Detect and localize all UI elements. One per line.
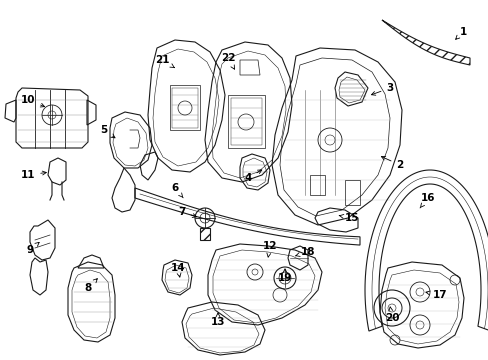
- Text: 18: 18: [295, 247, 315, 257]
- Text: 10: 10: [20, 95, 44, 107]
- Text: 21: 21: [154, 55, 174, 68]
- Text: 11: 11: [20, 170, 46, 180]
- Text: 7: 7: [178, 207, 196, 217]
- Text: 14: 14: [170, 263, 185, 277]
- Text: 6: 6: [171, 183, 183, 198]
- Text: 5: 5: [100, 125, 115, 138]
- Text: 22: 22: [220, 53, 235, 69]
- Text: 9: 9: [26, 242, 39, 255]
- Text: 20: 20: [384, 307, 398, 323]
- Text: 13: 13: [210, 313, 225, 327]
- Text: 1: 1: [455, 27, 466, 39]
- Text: 4: 4: [244, 170, 261, 183]
- Text: 19: 19: [277, 269, 292, 283]
- Text: 3: 3: [371, 83, 393, 95]
- Text: 2: 2: [381, 156, 403, 170]
- Text: 15: 15: [339, 213, 359, 223]
- Text: 12: 12: [262, 241, 277, 257]
- Text: 8: 8: [84, 279, 97, 293]
- Text: 17: 17: [425, 290, 447, 300]
- Text: 16: 16: [419, 193, 434, 208]
